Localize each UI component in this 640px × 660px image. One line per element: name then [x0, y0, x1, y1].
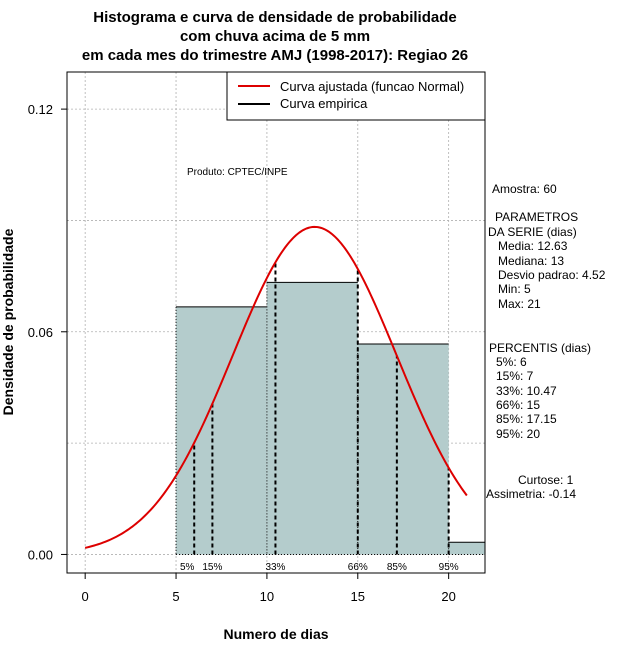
param-media: Media: 12.63 [498, 239, 568, 253]
y-tick-label-0: 0.00 [28, 547, 53, 562]
percentile-label-0: 5% [180, 562, 195, 573]
percentile-label-4: 85% [387, 562, 407, 573]
param-max: Max: 21 [498, 297, 541, 311]
x-axis: 0 5 10 15 20 [82, 573, 456, 604]
percentil-95: 95%: 20 [496, 427, 540, 441]
product-label: Produto: CPTEC/INPE [187, 167, 288, 178]
x-tick-label-3: 15 [351, 589, 365, 604]
param-min: Min: 5 [498, 282, 531, 296]
percentil-15: 15%: 7 [496, 369, 534, 383]
x-tick-label-0: 0 [82, 589, 89, 604]
x-tick-label-2: 10 [260, 589, 274, 604]
stat-assimetria: Assimetria: -0.14 [486, 487, 576, 501]
histogram-bar-0 [176, 306, 267, 555]
legend-box [226, 71, 486, 121]
histogram-bars [175, 281, 485, 555]
percentile-label-1: 15% [202, 562, 222, 573]
histogram-bar-1 [266, 282, 358, 555]
chart-title: Histograma e curva de densidade de proba… [82, 9, 468, 64]
percentile-labels: 5% 15% 33% 66% 85% 95% [180, 562, 459, 573]
x-tick-label-1: 5 [172, 589, 179, 604]
x-tick-label-4: 20 [441, 589, 455, 604]
histogram-bar-2 [357, 344, 449, 555]
percentil-85: 85%: 17.15 [496, 412, 557, 426]
stats-panel: Amostra: 60 PARAMETROS DA SERIE (dias) M… [486, 182, 606, 501]
stat-curtose: Curtose: 1 [518, 473, 574, 487]
chart-title-line-3: em cada mes do trimestre AMJ (1998-2017)… [82, 47, 468, 64]
percentile-label-5: 95% [439, 562, 459, 573]
param-mediana: Mediana: 13 [498, 254, 564, 268]
legend-label-normal: Curva ajustada (funcao Normal) [280, 79, 464, 94]
normal-curve [84, 225, 468, 549]
percentil-5: 5%: 6 [496, 355, 527, 369]
percentis-title: PERCENTIS (dias) [489, 341, 591, 355]
percentile-lines [193, 262, 450, 555]
percentil-66: 66%: 15 [496, 398, 540, 412]
chart-title-line-1: Histograma e curva de densidade de proba… [93, 9, 456, 26]
stat-amostra: Amostra: 60 [492, 182, 557, 196]
y-tick-label-2: 0.12 [28, 102, 53, 117]
param-desvio: Desvio padrao: 4.52 [498, 268, 606, 282]
y-tick-label-1: 0.06 [28, 325, 53, 340]
y-axis-label: Densidade de probabilidade [0, 228, 16, 415]
percentile-label-3: 66% [348, 562, 368, 573]
legend-label-empirical: Curva empirica [280, 96, 368, 111]
params-title-2: DA SERIE (dias) [488, 225, 577, 239]
percentil-33: 33%: 10.47 [496, 384, 557, 398]
percentile-label-2: 33% [265, 562, 285, 573]
x-axis-label: Numero de dias [223, 626, 328, 642]
y-axis: 0.00 0.06 0.12 [28, 102, 67, 562]
chart-title-line-2: com chuva acima de 5 mm [180, 28, 370, 45]
params-title-1: PARAMETROS [495, 210, 578, 224]
legend: Curva ajustada (funcao Normal) Curva emp… [226, 71, 486, 121]
normal-curve-group [84, 225, 468, 549]
histogram-bar-3 [448, 542, 485, 555]
